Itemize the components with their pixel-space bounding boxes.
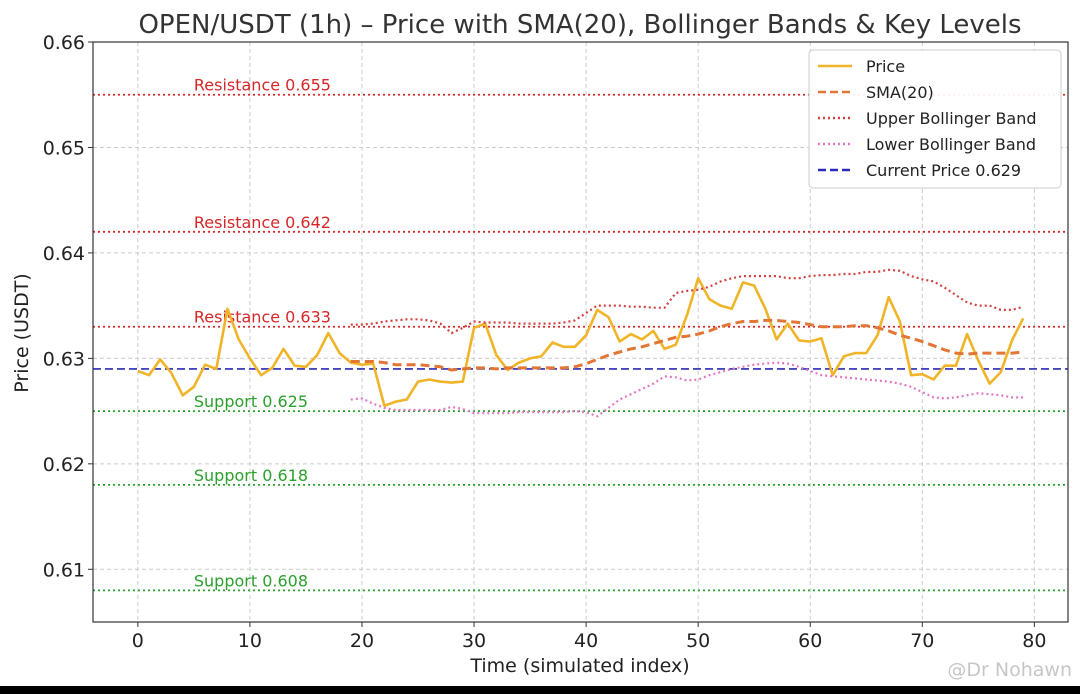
x-tick-label: 40 <box>574 630 598 652</box>
plot-area-frame <box>92 41 1069 623</box>
chart-title: OPEN/USDT (1h) – Price with SMA(20), Bol… <box>138 10 1021 40</box>
legend-label: Lower Bollinger Band <box>866 135 1036 154</box>
x-tick-label: 70 <box>910 630 934 652</box>
y-tick-label: 0.65 <box>43 137 85 159</box>
legend-label: Price <box>866 57 905 76</box>
legend-label: Upper Bollinger Band <box>866 109 1037 128</box>
y-tick-label: 0.61 <box>43 559 85 581</box>
y-tick-label: 0.63 <box>43 348 85 370</box>
y-axis: 0.61 0.62 0.63 0.64 0.65 0.66 <box>43 32 93 581</box>
series-line <box>350 268 1024 335</box>
y-tick-label: 0.62 <box>43 454 85 476</box>
level-label: Support 0.608 <box>194 571 308 590</box>
y-axis-label: Price (USDT) <box>11 273 33 392</box>
x-tick-label: 80 <box>1022 630 1046 652</box>
legend-box <box>808 49 1062 189</box>
x-tick-label: 20 <box>350 630 374 652</box>
level-label: Support 0.625 <box>194 392 308 411</box>
series-line <box>137 276 1025 408</box>
y-tick-label: 0.66 <box>43 32 85 54</box>
bottom-bar <box>0 686 1080 694</box>
x-tick-label: 10 <box>238 630 262 652</box>
x-tick-label: 50 <box>686 630 710 652</box>
x-tick-label: 60 <box>798 630 822 652</box>
series-line <box>350 318 1024 372</box>
level-label: Support 0.618 <box>194 466 308 485</box>
level-label: Resistance 0.655 <box>194 76 331 95</box>
y-tick-label: 0.64 <box>43 243 85 265</box>
x-tick-label: 30 <box>462 630 486 652</box>
legend-label: SMA(20) <box>866 83 934 102</box>
level-label: Resistance 0.633 <box>194 308 331 327</box>
watermark: @Dr Nohawn <box>947 659 1072 681</box>
x-axis: 0 10 20 30 40 50 60 70 80 <box>132 622 1046 652</box>
x-tick-label: 0 <box>132 630 144 652</box>
legend-label: Current Price 0.629 <box>866 161 1021 180</box>
x-axis-label: Time (simulated index) <box>469 655 689 677</box>
series-group <box>137 268 1025 418</box>
legend: Price SMA(20) Upper Bollinger Band Lower Bo… <box>808 49 1062 189</box>
series-line <box>350 361 1024 418</box>
level-label: Resistance 0.642 <box>194 213 331 232</box>
